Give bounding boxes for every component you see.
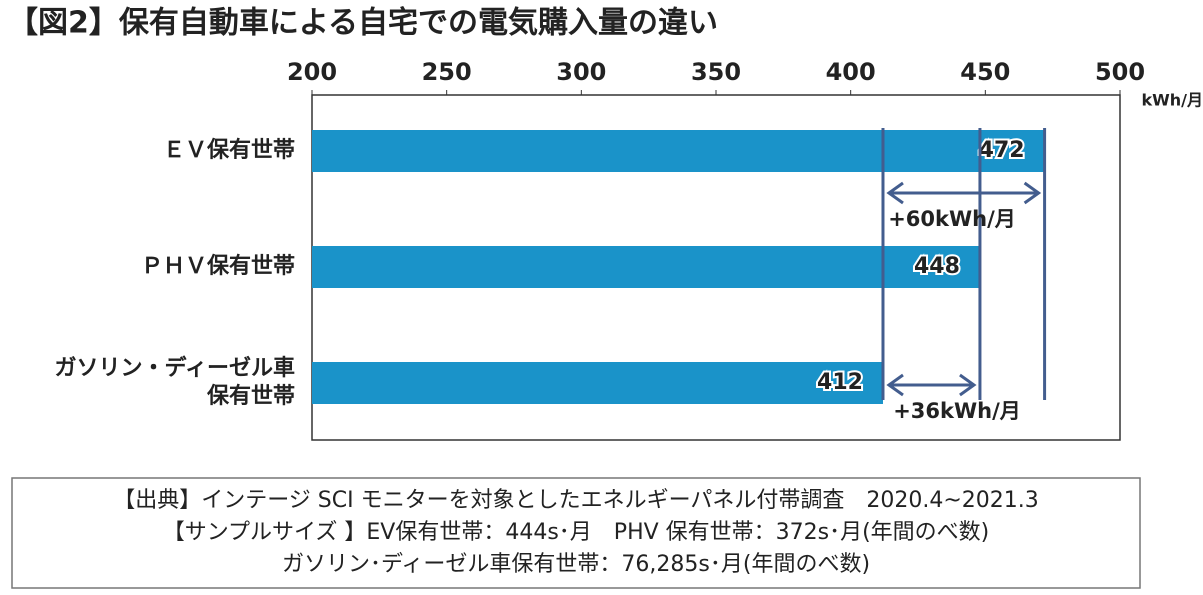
- category-label: ＰＨＶ保有世帯: [141, 253, 295, 279]
- x-tick-label: 350: [691, 58, 741, 86]
- chart-title: 【図2】保有自動車による自宅での電気購入量の違い: [8, 6, 718, 41]
- arrow-head: [1023, 181, 1042, 205]
- category-label: ガソリン・ディーゼル車保有世帯: [55, 355, 295, 409]
- x-tick-label: 300: [556, 58, 606, 86]
- x-tick-label: 450: [960, 58, 1010, 86]
- x-tick-label: 500: [1095, 58, 1145, 86]
- x-tick-label: 250: [422, 58, 472, 86]
- source-line: 【出典】インテージ SCI モニターを対象としたエネルギーパネル付帯調査 202…: [113, 488, 1039, 513]
- x-tick-label: 200: [287, 58, 337, 86]
- arrow-head: [886, 373, 904, 397]
- arrow-head: [959, 373, 977, 397]
- source-line: ガソリン･ディーゼル車保有世帯：76,285s･月(年間のべ数): [282, 552, 870, 577]
- value-label: 448: [914, 254, 960, 279]
- annotation: +60kWh/月: [888, 207, 1016, 231]
- category-label: ＥＶ保有世帯: [163, 137, 295, 163]
- bar: [312, 362, 883, 404]
- x-unit: kWh/月: [1141, 91, 1203, 110]
- bar: [312, 246, 980, 288]
- arrow-head: [886, 181, 904, 205]
- x-tick-label: 400: [826, 58, 876, 86]
- value-label: 472: [979, 138, 1025, 163]
- source-line: 【サンプルサイズ 】EV保有世帯：444s･月 PHV 保有世帯：372s･月(…: [163, 520, 990, 545]
- annotation: +36kWh/月: [893, 399, 1021, 423]
- source-box: [11, 477, 1141, 589]
- bar: [312, 130, 1045, 172]
- value-label: 412: [817, 370, 863, 395]
